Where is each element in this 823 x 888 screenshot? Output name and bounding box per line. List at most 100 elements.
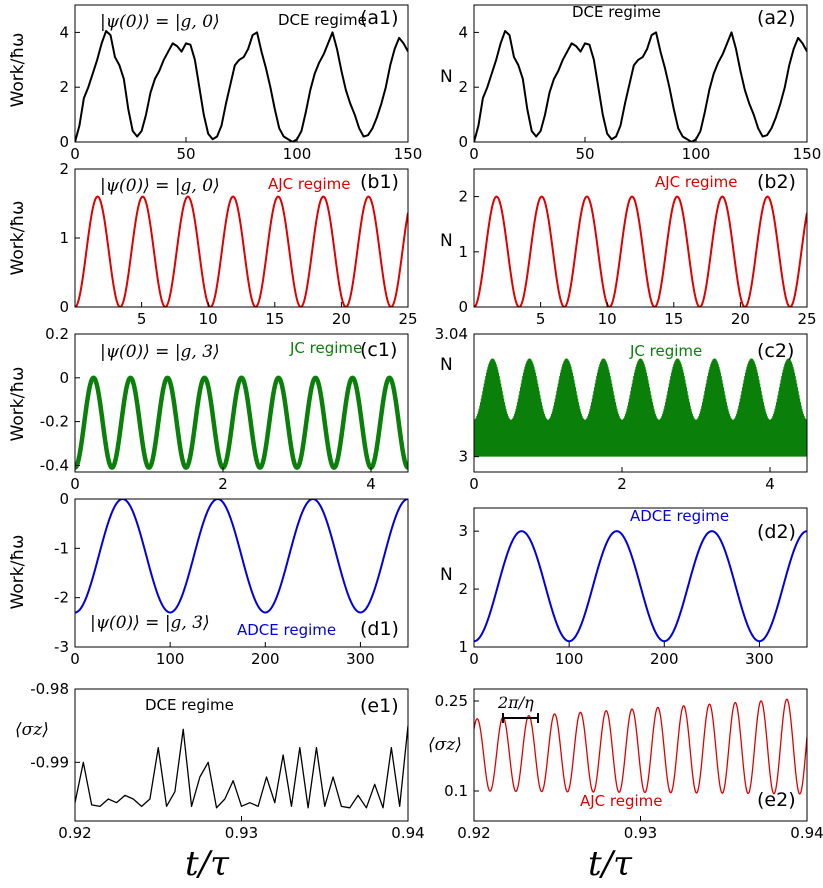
regime-label: JC regime (629, 342, 702, 360)
panel-e2: 0.92 0.93 0.94 0.25 0.1 ⟨σz⟩ AJC regime (e2) 2π/… (428, 688, 823, 842)
y-axis-label: Work/ħω (8, 367, 28, 442)
x-tick-label: 4 (765, 475, 775, 493)
x-tick-label: 20 (332, 310, 351, 328)
axes-frame-a1 (74, 4, 409, 143)
y-tick-label: 3 (458, 522, 468, 540)
x-tick-label: 300 (346, 650, 375, 668)
x-tick-label: 150 (793, 145, 822, 163)
x-tick-label: 2 (218, 475, 228, 493)
y-tick-label: 2 (458, 188, 468, 206)
panel-b2: 5 10 15 20 25 0 1 2 N AJC regime (b2) (440, 168, 817, 328)
x-tick-label: 100 (283, 145, 312, 163)
y-tick-label: -1 (54, 539, 69, 557)
y-tick-label: -0.99 (30, 753, 69, 771)
panel-label: (a1) (360, 7, 399, 29)
x-tick-label: 0 (469, 145, 479, 163)
panel-label: (b2) (757, 171, 796, 193)
initial-state-label: |ψ(0)⟩ = |g, 3⟩ (100, 342, 220, 362)
series-line-e1 (75, 725, 408, 809)
y-axis-label: N (440, 565, 453, 585)
y-tick-label: 2 (59, 78, 69, 96)
regime-label: AJC regime (655, 173, 738, 191)
y-tick-label: 1 (59, 229, 69, 247)
y-axis-label: ⟨σz⟩ (15, 720, 49, 740)
series-line-b2 (474, 195, 807, 307)
initial-state-label: |ψ(0)⟩ = |g, 0⟩ (100, 12, 220, 32)
initial-state-label: |ψ(0)⟩ = |g, 3⟩ (90, 613, 210, 633)
x-tick-label: 15 (664, 310, 683, 328)
y-tick-label: 0 (59, 133, 69, 151)
y-tick-label: -2 (54, 589, 69, 607)
y-tick-label: 0 (59, 490, 69, 508)
x-tick-label: 100 (682, 145, 711, 163)
series-line-b1 (75, 195, 408, 307)
regime-label: DCE regime (278, 11, 367, 29)
y-tick-label: 0 (59, 369, 69, 387)
y-tick-label: 0 (458, 133, 468, 151)
x-tick-label: 0 (70, 650, 80, 668)
x-tick-label: 300 (745, 650, 774, 668)
y-tick-label: -0.98 (30, 680, 69, 698)
panel-label: (b1) (360, 171, 399, 193)
x-tick-label: 15 (265, 310, 284, 328)
x-tick-label: 10 (199, 310, 218, 328)
regime-label: JC regime (289, 339, 362, 357)
x-tick-label: 0.93 (624, 824, 657, 842)
axes-frame-e1 (74, 688, 409, 822)
y-tick-label: 4 (458, 23, 468, 41)
y-tick-label: 0.1 (444, 782, 468, 800)
panel-a2: 0 50 100 150 0 2 4 N DCE regime (a2) (440, 3, 821, 163)
y-axis-label: Work/ħω (8, 33, 28, 108)
y-axis-label: ⟨σz⟩ (428, 735, 462, 755)
axes-frame-b2 (473, 168, 808, 308)
x-axis-label-left: t/τ (185, 844, 230, 884)
panel-a1: 0 50 100 150 0 2 4 Work/ħω DCE regime(a1) |ψ(0)⟩ … (8, 4, 423, 163)
panel-c2: 0 2 4 3.04 3 N JC regime (c2) (435, 325, 808, 493)
x-tick-label: 0 (70, 475, 80, 493)
series-line-d1 (75, 499, 408, 614)
regime-label: DCE regime (145, 696, 234, 714)
x-tick-label: 150 (394, 145, 423, 163)
x-tick-label: 0.93 (225, 824, 258, 842)
y-tick-label: 0 (59, 298, 69, 316)
x-tick-label: 25 (398, 310, 417, 328)
x-tick-label: 5 (137, 310, 147, 328)
y-axis-label: Work/ħω (8, 201, 28, 276)
x-tick-label: 100 (156, 650, 185, 668)
x-tick-label: 100 (555, 650, 584, 668)
panel-d1: 0 100 200 300 0 -1 -2 -3 Work/ħω ADCE regime (d1) |… (8, 490, 409, 668)
panel-label: (c1) (360, 339, 397, 361)
axes-frame-c1 (74, 333, 409, 473)
y-tick-label: -0.4 (40, 456, 69, 474)
x-tick-label: 0.94 (790, 824, 823, 842)
panel-d2: 0 100 200 300 1 2 3 N ADCE regime (d2) (440, 507, 808, 668)
y-axis-label: N (440, 231, 453, 251)
y-axis-label: Work/ħω (8, 535, 28, 610)
y-tick-label: 3 (458, 448, 468, 466)
y-tick-label: 0.2 (45, 325, 69, 343)
panel-e1: 0.92 0.93 0.94 -0.98 -0.99 ⟨σz⟩ DCE regime (e1) (15, 680, 425, 842)
panel-label: (a2) (757, 7, 796, 29)
y-tick-label: -0.2 (40, 413, 69, 431)
y-tick-label: 2 (59, 160, 69, 178)
panel-label: (e1) (360, 695, 399, 717)
y-tick-label: 4 (59, 23, 69, 41)
x-tick-label: 200 (650, 650, 679, 668)
x-tick-label: 0.92 (58, 824, 91, 842)
y-tick-label: 0.25 (435, 692, 468, 710)
regime-label: ADCE regime (630, 507, 729, 525)
panel-label: (d2) (757, 521, 796, 543)
y-tick-label: 2 (458, 78, 468, 96)
series-line-c2 (474, 358, 807, 457)
panel-label: (c2) (757, 340, 794, 362)
panel-c1: 0 2 4 0.2 0 -0.2 -0.4 Work/ħω JC regime(c1) |ψ(0)… (8, 325, 409, 493)
panel-label: (e2) (757, 789, 796, 811)
y-axis-label: N (440, 355, 453, 375)
y-tick-label: 2 (458, 580, 468, 598)
y-tick-label: 1 (458, 243, 468, 261)
y-axis-label: N (440, 67, 453, 87)
axes-frame-a2 (473, 4, 808, 143)
series-line-d2 (474, 530, 807, 643)
y-tick-label: -3 (54, 638, 69, 656)
regime-label: AJC regime (268, 175, 351, 193)
